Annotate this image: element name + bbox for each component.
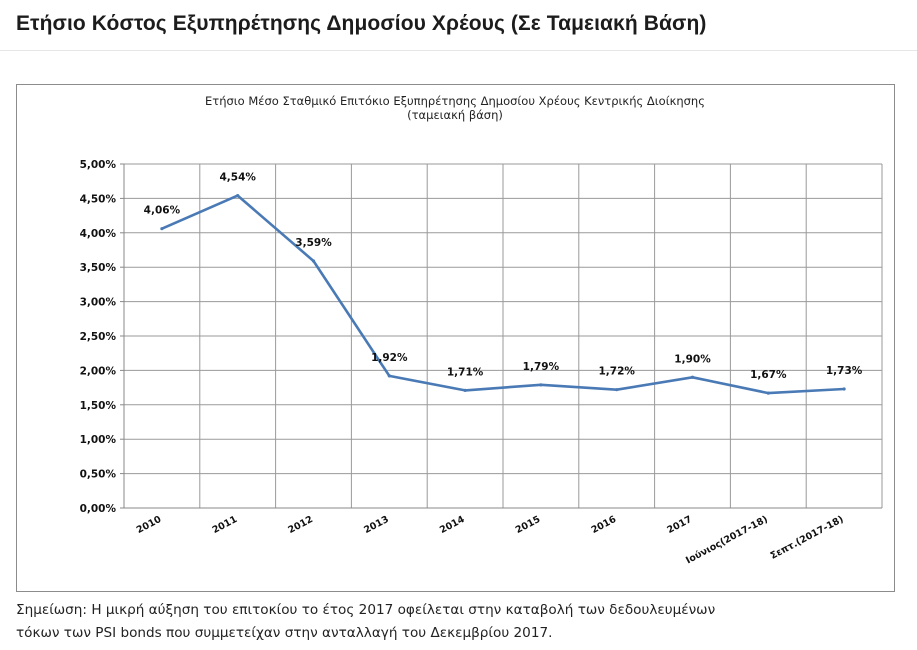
data-label: 1,67%	[750, 369, 787, 381]
data-point	[311, 259, 316, 263]
x-tick-label: 2014	[438, 514, 467, 536]
data-label: 4,06%	[144, 205, 181, 217]
y-tick-label: 3,00%	[80, 297, 117, 309]
footnote: Σημείωση: Η μικρή αύξηση του επιτοκίου τ…	[16, 599, 896, 645]
data-point	[160, 227, 164, 231]
series-line-layer	[160, 194, 846, 395]
footnote-line-1: Σημείωση: Η μικρή αύξηση του επιτοκίου τ…	[16, 602, 716, 618]
line-chart: Ετήσιο Μέσο Σταθμικό Επιτόκιο Εξυπηρέτησ…	[80, 94, 883, 567]
data-label: 3,59%	[295, 237, 332, 249]
data-point	[690, 375, 695, 379]
data-point	[463, 388, 467, 392]
x-tick-label: 2012	[286, 514, 315, 536]
data-point	[236, 194, 240, 198]
x-tick-label: Σεπτ.(2017-18)	[769, 514, 846, 562]
grid-lines	[124, 163, 883, 508]
x-tick-label: 2010	[135, 514, 164, 536]
chart-title: Ετήσιο Μέσο Σταθμικό Επιτόκιο Εξυπηρέτησ…	[205, 94, 705, 108]
chart-container: Ετήσιο Μέσο Σταθμικό Επιτόκιο Εξυπηρέτησ…	[16, 84, 895, 592]
axes	[120, 163, 882, 509]
x-tick-label: 2015	[514, 514, 543, 536]
data-label: 1,72%	[598, 366, 635, 378]
y-tick-label: 2,50%	[80, 331, 117, 343]
series-line	[161, 194, 845, 395]
data-point	[766, 391, 770, 395]
x-tick-label: 2013	[362, 514, 391, 536]
x-axis-tick-labels: 2010 2011 2012 2013 2014 2015 2016 2017Ιούνιος(…	[135, 514, 846, 567]
y-tick-label: 0,00%	[80, 503, 117, 515]
x-tick-label: 2017	[665, 514, 694, 536]
y-axis-tick-labels: 0,00% 0,50% 1,00% 1,50% 2,00% 2,50% 3,00% 3,50%…	[80, 159, 117, 515]
y-tick-label: 2,00%	[80, 365, 117, 377]
y-tick-label: 5,00%	[80, 159, 117, 171]
x-tick-label: 2016	[590, 514, 619, 536]
data-label: 1,92%	[371, 352, 408, 364]
data-point	[539, 383, 543, 387]
x-tick-label: 2011	[211, 514, 240, 536]
data-label: 1,90%	[674, 353, 711, 365]
chart-subtitle: (ταμειακή βάση)	[407, 108, 503, 122]
data-label: 1,71%	[447, 366, 484, 378]
page-title: Ετήσιο Κόστος Εξυπηρέτησης Δημοσίου Χρέο…	[16, 12, 707, 35]
data-point	[387, 374, 391, 378]
y-tick-label: 3,50%	[80, 262, 117, 274]
footnote-line-2: τόκων των PSI bonds που συμμετείχαν στην…	[16, 625, 553, 641]
data-label: 1,79%	[523, 361, 560, 373]
y-tick-label: 1,00%	[80, 434, 117, 446]
data-labels: 4,06% 4,54% 3,59% 1,92% 1,71% 1,79% 1,72% 1,90%…	[144, 172, 863, 381]
y-tick-label: 4,50%	[80, 193, 117, 205]
y-tick-label: 1,50%	[80, 400, 117, 412]
data-point	[615, 388, 619, 392]
data-label: 1,73%	[826, 365, 863, 377]
data-label: 4,54%	[219, 172, 256, 184]
title-divider	[0, 50, 917, 51]
x-tick-label: Ιούνιος(2017-18)	[684, 514, 770, 566]
data-point	[842, 387, 846, 391]
y-tick-label: 4,00%	[80, 228, 117, 240]
y-tick-label: 0,50%	[80, 469, 117, 481]
